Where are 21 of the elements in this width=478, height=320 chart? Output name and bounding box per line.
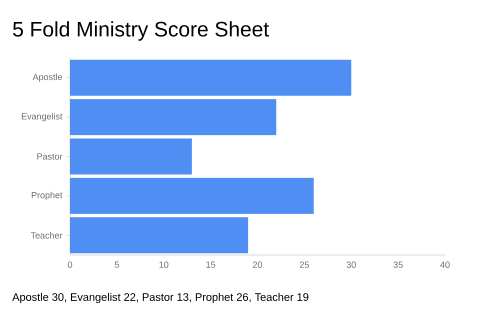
x-tick-label: 20: [252, 262, 262, 268]
x-tick-label: 10: [159, 262, 168, 268]
bar: [70, 178, 314, 214]
y-tick-label: Prophet: [32, 192, 62, 200]
x-tick-label: 0: [68, 262, 72, 268]
x-tick-label: 35: [393, 262, 403, 268]
text: Apostle 30, Evangelist 22, Pastor 13, Prophet 26, Teacher 19: [12, 292, 308, 304]
x-tick-label: 30: [346, 262, 356, 268]
x-tick-label: 40: [440, 262, 450, 268]
bar: [70, 99, 276, 136]
y-tick-label: Evangelist: [22, 112, 62, 122]
x-tick-label: 25: [300, 262, 309, 268]
bar: [70, 138, 192, 174]
y-tick-label: Pastor: [37, 153, 62, 160]
x-tick-label: 5: [114, 262, 119, 268]
y-tick-label: Teacher: [30, 232, 62, 239]
chart-title: 5 Fold Ministry Score Sheet: [13, 21, 269, 41]
bar: [70, 217, 248, 254]
y-tick-label: Apostle: [32, 74, 62, 82]
x-tick-label: 15: [206, 262, 216, 268]
bar: [70, 60, 352, 96]
